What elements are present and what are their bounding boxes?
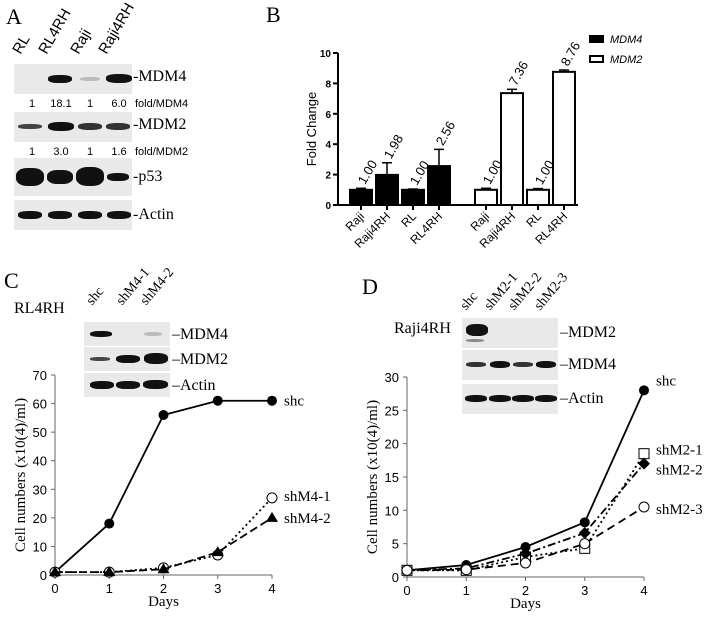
blot [84,322,170,346]
svg-text:0: 0 [51,581,58,596]
svg-text:7.36: 7.36 [506,58,532,87]
svg-text:0: 0 [325,201,331,212]
svg-text:Fold Change: Fold Change [304,92,319,166]
line-chart-d: 0 5 10 15 20 25 30 0 1 2 3 4 Days Cell numbers (x10(4… [365,370,703,612]
svg-text:shM2-3: shM2-3 [656,502,703,518]
svg-text:50: 50 [33,425,47,440]
quant-label: fold/MDM4 [135,98,189,110]
blot-label: –Actin [560,390,604,407]
panel-b-letter: B [266,2,281,27]
blot-mdm2 [14,112,132,142]
cell-line-label: Raji4RH [394,320,451,337]
svg-text:4: 4 [268,581,275,596]
blot [462,384,558,414]
svg-text:3: 3 [581,583,588,598]
blot-label: -MDM2 [133,116,187,133]
svg-text:8.76: 8.76 [558,39,584,68]
svg-text:70: 70 [33,368,47,383]
svg-text:Cell numbers (x10(4)/ml): Cell numbers (x10(4)/ml) [13,398,29,552]
svg-text:shM4-2: shM4-2 [284,511,331,527]
blot-actin [14,200,132,230]
svg-text:2.56: 2.56 [433,118,459,147]
svg-text:5: 5 [392,537,399,552]
svg-text:2: 2 [160,581,167,596]
svg-text:20: 20 [385,437,399,452]
svg-text:4: 4 [640,583,647,598]
svg-text:shM2-2: shM2-2 [656,463,703,479]
svg-text:25: 25 [385,403,399,418]
panel-a-letter: A [6,4,22,29]
quant-row: 1 18.1 1 6.0 [28,98,127,110]
svg-text:0: 0 [403,583,410,598]
svg-text:10: 10 [385,503,399,518]
svg-text:10: 10 [33,539,47,554]
blot-label: –MDM4 [172,326,229,343]
svg-text:Days: Days [510,596,541,612]
svg-text:RL: RL [398,209,419,230]
svg-text:RL: RL [523,209,544,230]
blot-label: –MDM2 [560,324,617,341]
svg-text:30: 30 [385,370,399,385]
blot-label: –Actin [172,377,216,394]
svg-text:40: 40 [33,454,47,469]
blot-label: –MDM2 [172,351,229,368]
svg-text:2: 2 [325,171,331,182]
svg-text:4: 4 [325,140,331,151]
blot-label: -MDM4 [133,68,187,85]
svg-text:Cell numbers (x10(4)/ml): Cell numbers (x10(4)/ml) [365,400,381,554]
panel-c-letter: C [4,268,19,293]
svg-text:shM2-1: shM2-1 [656,443,703,459]
svg-text:shc: shc [656,373,676,389]
lane-label: Raji [67,26,95,57]
svg-text:MDM4: MDM4 [610,34,642,46]
svg-text:1.98: 1.98 [381,132,407,161]
svg-text:2: 2 [522,583,529,598]
blot-label: –MDM4 [560,356,617,373]
svg-text:10: 10 [320,49,332,60]
svg-text:0: 0 [392,570,399,585]
blot [84,347,170,371]
svg-text:MDM2: MDM2 [610,54,642,66]
blot-p53 [14,158,132,196]
svg-text:Days: Days [148,594,179,610]
svg-text:1: 1 [463,583,470,598]
line-chart-c: 0 10 20 30 40 50 60 70 0 1 2 3 4 Days Cell numbers (x1… [13,368,331,610]
quant-row: 1 3.0 1 1.6 [28,146,127,158]
blot [462,318,558,348]
blot-mdm4 [14,64,132,94]
panel-d-letter: D [362,274,378,299]
quant-label: fold/MDM2 [135,146,189,158]
svg-text:0: 0 [40,568,47,583]
blot [462,350,558,380]
svg-text:shc: shc [284,394,304,410]
blot-label: -p53 [133,168,163,185]
lane-label: Raji4RH [95,0,138,57]
svg-text:1: 1 [106,581,113,596]
svg-text:shM4-1: shM4-1 [284,489,331,505]
svg-text:60: 60 [33,397,47,412]
lane-label: RL [9,31,34,57]
svg-text:30: 30 [33,482,47,497]
svg-text:3: 3 [214,581,221,596]
blot-label: -Actin [133,206,174,223]
svg-text:20: 20 [33,511,47,526]
svg-text:8: 8 [325,79,331,90]
cell-line-label: RL4RH [14,300,65,317]
blot [84,373,170,397]
svg-text:15: 15 [385,470,399,485]
svg-text:6: 6 [325,110,331,121]
